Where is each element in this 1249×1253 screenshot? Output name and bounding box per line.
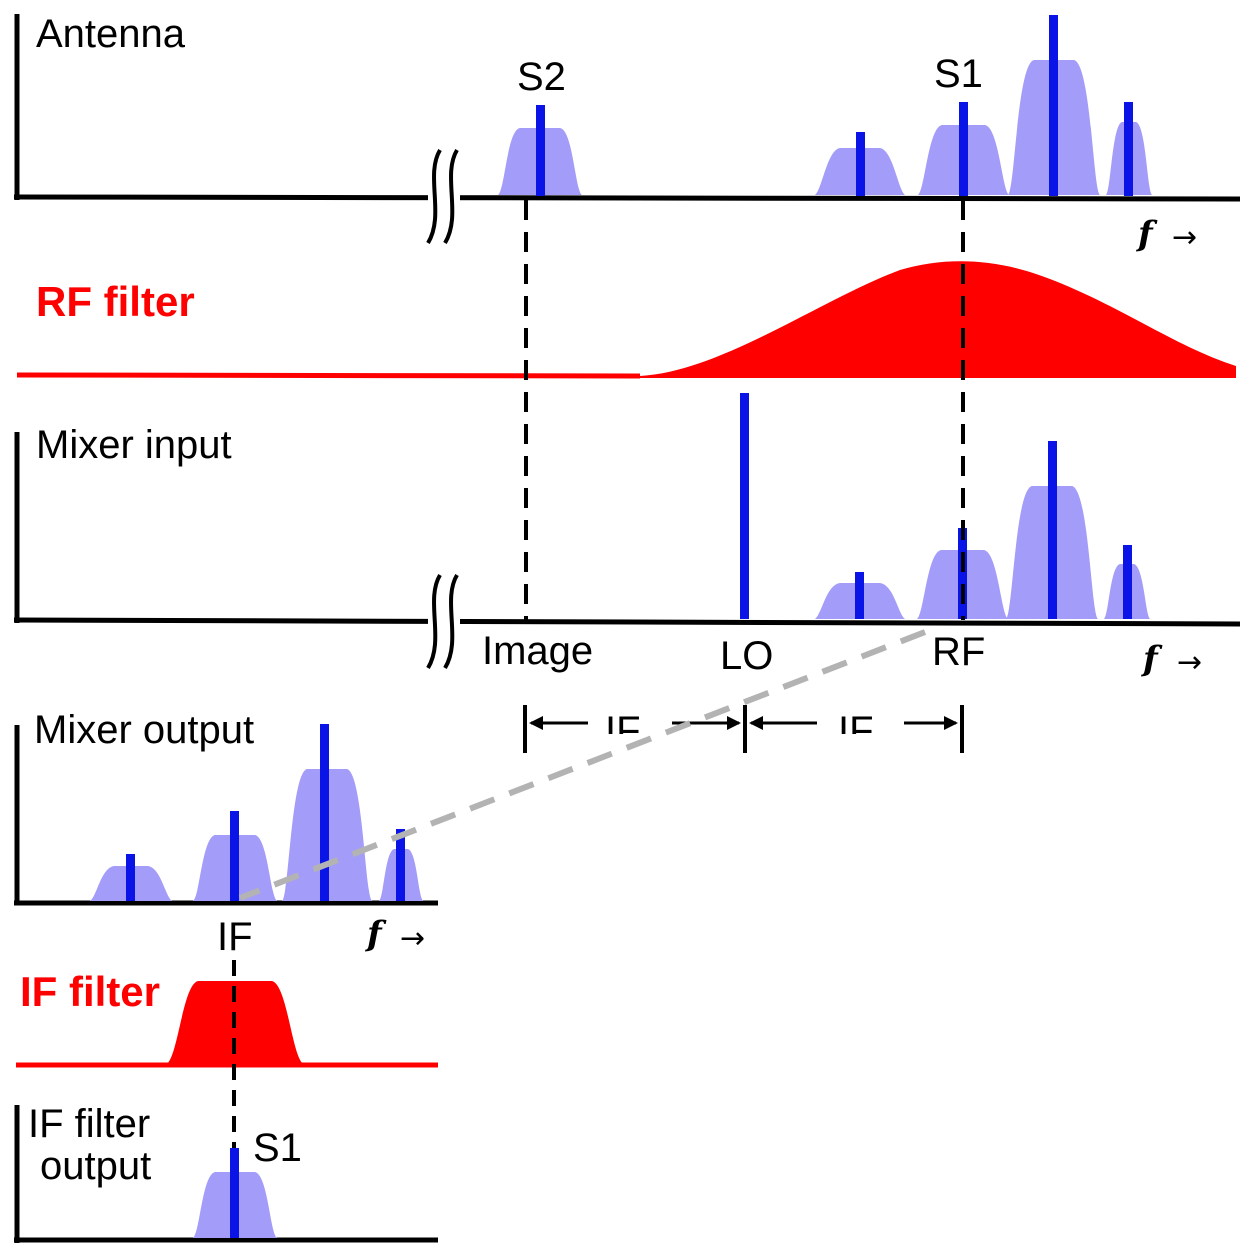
if-spacing-markers: IF IF [523, 705, 964, 753]
if-filter-output-title-line1: IF filter [28, 1102, 150, 1146]
rf-filter-title: RF filter [36, 278, 195, 325]
carrier-line [320, 724, 329, 901]
carrier-line [396, 829, 405, 901]
if-filter-output-panel: IF filter output S1 [14, 1102, 438, 1243]
lo-label: LO [720, 634, 773, 678]
carrier-line [1123, 545, 1132, 619]
arrow-left-icon [749, 716, 763, 730]
antenna-title: Antenna [36, 12, 186, 56]
frequency-arrow-icon: → [1177, 645, 1202, 680]
mixer-output-title: Mixer output [34, 708, 254, 752]
projection-dashed-line [238, 629, 927, 901]
s2-label: S2 [517, 55, 566, 99]
carrier-line [958, 528, 967, 619]
rf-filter-response [18, 261, 1236, 378]
frequency-axis-label: f [365, 914, 387, 954]
antenna-panel: Antenna S2 S1 f → [13, 12, 1241, 255]
carrier-line [536, 105, 545, 196]
axis-break-icon [426, 573, 460, 670]
antenna-x-axis [13, 194, 1241, 202]
if-label: IF [217, 915, 253, 959]
carrier-line [1048, 441, 1057, 619]
carrier-line [855, 572, 864, 619]
s1-label: S1 [934, 52, 983, 96]
mixer-input-panel: Mixer input Image LO RF f → [13, 393, 1241, 680]
lo-carrier-line [740, 393, 749, 619]
mixer-input-x-axis [13, 617, 1241, 627]
frequency-arrow-icon: → [400, 921, 425, 956]
frequency-axis-label: f [1141, 639, 1163, 679]
arrow-right-icon [727, 716, 741, 730]
mixer-output-panel: Mixer output IF f → [14, 708, 438, 959]
arrow-right-icon [944, 716, 958, 730]
carrier-line [230, 811, 239, 901]
carrier-line [856, 132, 865, 196]
frequency-axis-label: f [1136, 214, 1158, 254]
carrier-line [126, 854, 135, 901]
frequency-arrow-icon: → [1172, 220, 1197, 255]
carrier-line [1124, 102, 1133, 196]
image-label: Image [482, 629, 593, 673]
rf-filter-baseline [16, 372, 641, 379]
s1-output-label: S1 [253, 1126, 302, 1170]
if-filter-title: IF filter [20, 968, 160, 1015]
axis-break-icon [426, 148, 460, 245]
mixer-input-title: Mixer input [36, 423, 232, 467]
if-filter-output-title-line2: output [40, 1144, 151, 1188]
rf-filter-panel: RF filter [16, 261, 1236, 379]
rf-label: RF [932, 630, 985, 674]
carrier-line [1049, 15, 1058, 196]
carrier-line [230, 1148, 239, 1238]
carrier-line [959, 102, 968, 196]
arrow-left-icon [529, 716, 543, 730]
if-filter-panel: IF filter [16, 968, 438, 1068]
